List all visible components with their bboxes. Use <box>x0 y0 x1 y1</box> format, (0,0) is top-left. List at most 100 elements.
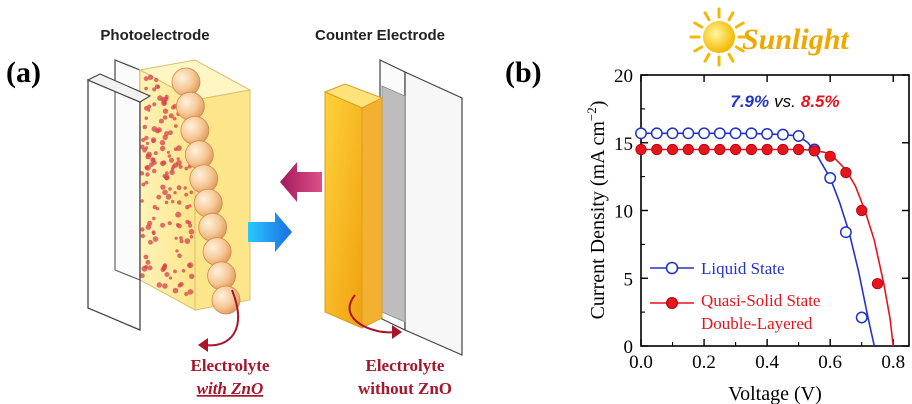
zno-particle <box>158 118 164 124</box>
zno-particle <box>175 223 180 227</box>
zno-particle <box>139 171 145 176</box>
panel-a: (a) Photoelectrode Counter Electrode <box>6 27 463 398</box>
zno-particle <box>189 235 194 239</box>
data-point-quasi <box>792 143 805 156</box>
zno-particle <box>156 282 162 288</box>
zno-particle <box>176 157 180 161</box>
counter-electrode-assembly <box>323 59 463 356</box>
data-point-quasi <box>729 143 742 156</box>
photoelectrode-title: Photoelectrode <box>100 27 209 44</box>
electrolyte-without-zno-label: Electrolyte <box>366 356 445 375</box>
photoelectrode-glass-front <box>87 79 141 331</box>
zno-particle <box>156 85 161 89</box>
nanoparticle-sphere <box>193 188 223 218</box>
nanoparticle-sphere <box>180 115 210 145</box>
zno-particle <box>145 141 150 146</box>
efficiency-annotation: 7.9% vs. 8.5% <box>730 92 839 111</box>
zno-particle <box>144 165 149 170</box>
nanoparticle-sphere <box>202 237 232 267</box>
zno-particle <box>183 186 187 190</box>
zno-particle <box>177 283 182 288</box>
zno-particle <box>172 116 177 121</box>
zno-particle <box>174 236 178 240</box>
zno-particle <box>168 187 172 191</box>
zno-particle <box>141 137 146 143</box>
zno-particle <box>164 175 170 181</box>
data-point-quasi <box>635 143 647 156</box>
y-axis-label-end: ) <box>587 101 609 108</box>
zno-particle <box>168 276 173 280</box>
zno-particle <box>151 168 157 174</box>
zno-particle <box>156 194 162 200</box>
legend-liquid-marker <box>665 261 679 275</box>
zno-particle <box>153 151 158 156</box>
zno-particle <box>152 204 157 210</box>
zno-particle <box>160 184 166 190</box>
data-point-liquid <box>713 127 726 140</box>
zno-particle <box>151 157 155 161</box>
zno-particle <box>147 265 153 271</box>
counter-electrode-title: Counter Electrode <box>315 27 445 44</box>
sun-ray <box>693 45 704 53</box>
zno-particle <box>159 145 166 152</box>
zno-particle <box>140 199 144 203</box>
counter-glass-grey-film <box>381 85 406 323</box>
zno-particle <box>188 204 192 208</box>
efficiency-vs: vs. <box>774 92 796 111</box>
electrolyte-without-zno-pointer <box>348 294 396 334</box>
zno-particle <box>184 238 191 244</box>
data-point-quasi <box>777 143 789 156</box>
zno-particle <box>173 269 177 274</box>
zno-particle <box>145 172 150 177</box>
zno-particle <box>164 171 169 176</box>
zno-particle <box>162 108 169 114</box>
zno-particle <box>151 126 158 132</box>
zno-particle <box>164 200 169 205</box>
zno-particle <box>175 249 179 253</box>
axis-ticks <box>640 74 909 347</box>
zno-particle <box>188 223 193 228</box>
zno-particle <box>144 265 148 269</box>
data-point-quasi <box>666 143 679 156</box>
nanoparticle-sphere <box>184 140 214 170</box>
zno-particle <box>168 113 174 119</box>
y-tick-label: 5 <box>624 269 634 290</box>
zno-particle <box>169 157 174 163</box>
legend-quasi-label-line2: Double-Layered <box>701 314 813 333</box>
zno-particle <box>160 222 166 228</box>
zno-particle <box>187 289 194 295</box>
nanoparticle-sphere <box>198 212 228 242</box>
y-tick-label: 20 <box>614 66 633 87</box>
zno-particle <box>187 262 194 269</box>
sun-ray <box>734 21 745 29</box>
electrolyte-box-front <box>324 91 363 329</box>
zno-particle <box>147 74 154 81</box>
data-point-liquid <box>839 226 852 239</box>
y-tick-label: 15 <box>614 134 633 155</box>
zno-particle <box>173 162 179 168</box>
zno-particle <box>152 160 157 165</box>
panel-b: (b) Sunlight 0.0 0.2 0.4 0.6 0.8 0 5 10 15 20 Vo… <box>505 7 910 404</box>
zno-particle <box>162 283 168 289</box>
data-point-quasi <box>761 143 773 156</box>
data-point-quasi <box>714 143 726 156</box>
photoelectrode-assembly <box>86 59 252 331</box>
sunlight-label: Sunlight <box>742 23 850 56</box>
sun-ray <box>734 45 745 53</box>
zno-particle <box>152 216 156 221</box>
x-tick-label: 0.6 <box>818 352 842 373</box>
electrolyte-with-zno-sublabel: with ZnO <box>197 379 264 398</box>
zno-particle <box>144 146 149 150</box>
sun-ray <box>703 52 711 63</box>
zno-particle <box>176 200 182 205</box>
zno-particle <box>184 166 189 171</box>
zno-particle <box>159 140 166 146</box>
zno-particle <box>184 192 189 197</box>
data-point-liquid <box>729 127 742 140</box>
zno-particles <box>139 74 195 297</box>
data-point-quasi <box>745 143 758 156</box>
zno-particle <box>151 139 156 144</box>
nanoparticle-sphere <box>207 261 237 291</box>
zno-particle <box>164 272 170 277</box>
